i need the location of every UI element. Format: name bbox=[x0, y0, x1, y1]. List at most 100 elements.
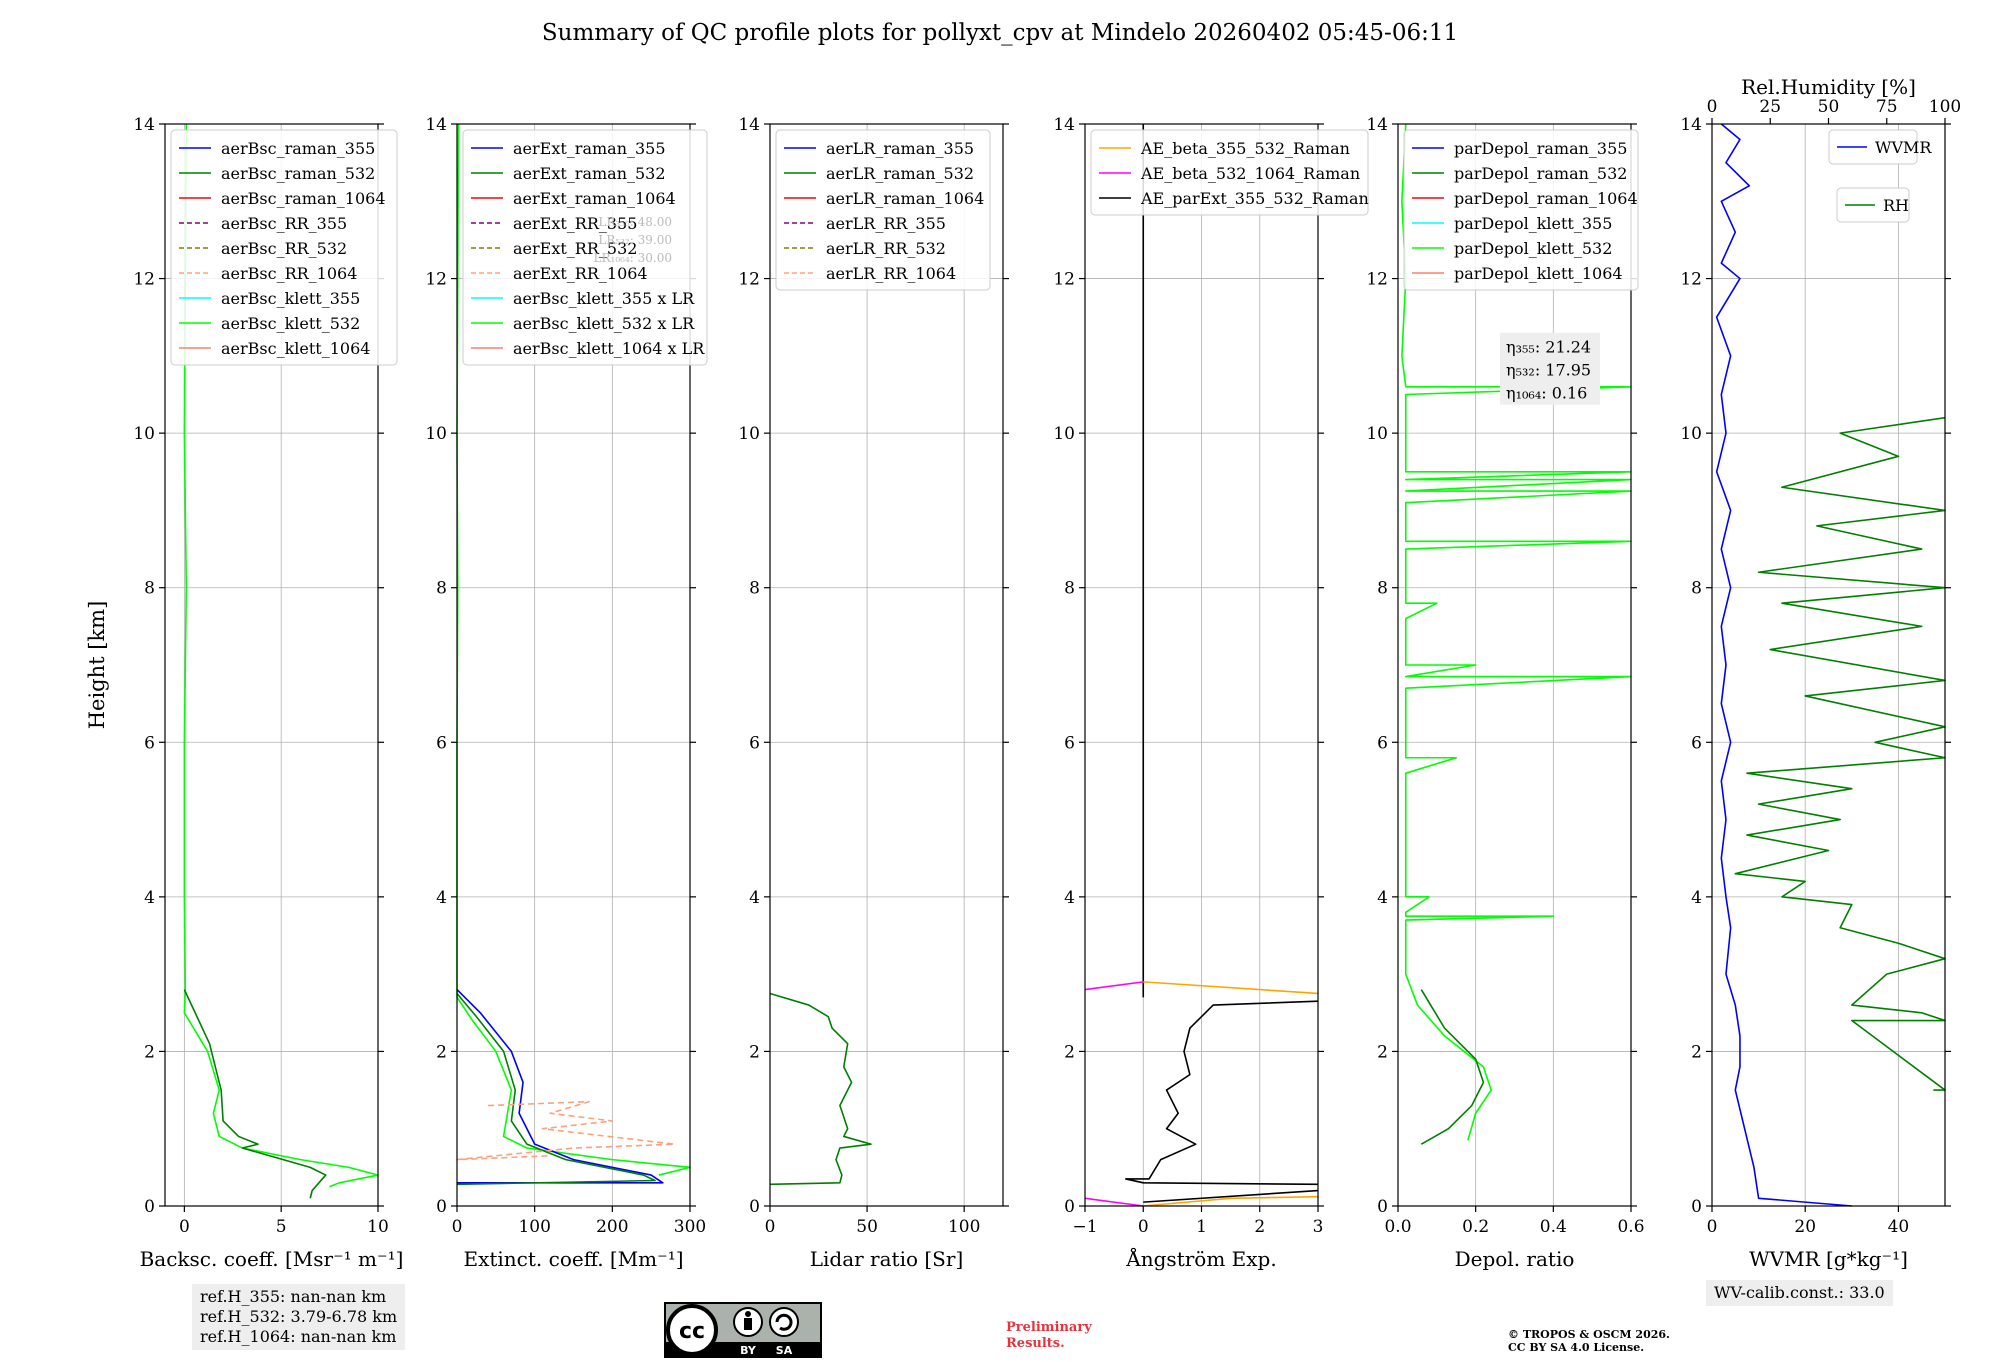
eta-value: η₁₀₆₄: 0.16 bbox=[1506, 384, 1587, 403]
legend-frame bbox=[1403, 129, 1639, 291]
preliminary-line-2: Results. bbox=[1006, 1336, 1065, 1351]
top-x-tick-label: 75 bbox=[1876, 97, 1898, 117]
series-line bbox=[1084, 981, 1144, 991]
legend-entry: parDepol_raman_1064 bbox=[1454, 189, 1638, 208]
panel-p2: 0 2 4 6 8 10 12 14 0 100 200 300 Extinct. coeff. [Mm… bbox=[425, 115, 708, 1271]
preliminary-note: Preliminary Results. bbox=[1006, 1320, 1092, 1352]
lidar-ratio-annotation: LR₃₅₅: 48.00 bbox=[598, 215, 672, 229]
y-tick-label: 8 bbox=[1064, 579, 1075, 599]
y-tick-label: 12 bbox=[425, 270, 447, 290]
legend-entry: parDepol_raman_355 bbox=[1454, 139, 1627, 158]
legend-frame bbox=[170, 129, 398, 366]
y-tick-label: 2 bbox=[436, 1042, 447, 1062]
copyright-note: © TROPOS & OSCM 2026. CC BY SA 4.0 Licen… bbox=[1508, 1328, 1670, 1354]
legend-box: aerExt_raman_355 aerExt_raman_532 aerExt_r… bbox=[462, 129, 708, 366]
series-line bbox=[183, 123, 379, 1188]
ref-height-box: ref.H_355: nan-nan km ref.H_532: 3.79-6.… bbox=[192, 1284, 406, 1350]
x-tick-label: −1 bbox=[1072, 1217, 1097, 1237]
x-tick-label: 300 bbox=[674, 1217, 706, 1237]
y-tick-label: 14 bbox=[133, 115, 155, 135]
legend-frame bbox=[1090, 129, 1369, 216]
series-line bbox=[1143, 1189, 1319, 1203]
x-tick-label: 100 bbox=[518, 1217, 550, 1237]
y-tick-label: 4 bbox=[1064, 888, 1075, 908]
legend-entry: aerBsc_klett_1064 bbox=[221, 339, 370, 358]
y-tick-label: 0 bbox=[144, 1197, 155, 1217]
legend-entry: aerLR_raman_532 bbox=[826, 164, 974, 183]
series-line bbox=[1401, 123, 1632, 1141]
y-tick-label: 4 bbox=[436, 888, 447, 908]
preliminary-line-1: Preliminary bbox=[1006, 1320, 1092, 1335]
x-axis-label: Backsc. coeff. [Msr⁻¹ m⁻¹] bbox=[140, 1247, 404, 1271]
series-line bbox=[1143, 1195, 1319, 1207]
x-tick-label: 5 bbox=[276, 1217, 287, 1237]
series-line bbox=[456, 1100, 676, 1161]
x-axis-label: Depol. ratio bbox=[1455, 1247, 1575, 1271]
y-tick-label: 10 bbox=[1366, 424, 1388, 444]
y-axis-label: Height [km] bbox=[85, 601, 109, 730]
y-tick-label: 0 bbox=[436, 1197, 447, 1217]
x-axis-label: Extinct. coeff. [Mm⁻¹] bbox=[463, 1247, 683, 1271]
eta-value: η₅₃₂: 17.95 bbox=[1506, 361, 1591, 380]
y-tick-label: 8 bbox=[144, 579, 155, 599]
x-tick-label: 0 bbox=[1138, 1217, 1149, 1237]
y-tick-label: 2 bbox=[144, 1042, 155, 1062]
legend-entry: parDepol_klett_355 bbox=[1454, 214, 1612, 233]
y-tick-label: 10 bbox=[133, 424, 155, 444]
y-tick-label: 14 bbox=[1680, 115, 1702, 135]
axes-frame bbox=[1397, 123, 1632, 1207]
y-tick-label: 12 bbox=[1053, 270, 1075, 290]
x-axis-label: Ångström Exp. bbox=[1125, 1246, 1276, 1271]
y-tick-label: 6 bbox=[1064, 733, 1075, 753]
y-tick-label: 8 bbox=[749, 579, 760, 599]
series-line bbox=[1715, 123, 1852, 1207]
panel-p5: 0 2 4 6 8 10 12 14 0.0 0.2 0.4 0.6 Depol. ratio parDe… bbox=[1366, 115, 1644, 1271]
y-tick-label: 2 bbox=[1691, 1042, 1702, 1062]
eta-box-bg bbox=[1500, 332, 1600, 405]
y-tick-label: 14 bbox=[1366, 115, 1388, 135]
axes-frame bbox=[769, 123, 1004, 1207]
legend-entry: aerBsc_klett_1064 x LR bbox=[513, 339, 705, 358]
series-line bbox=[1734, 416, 1946, 1091]
x-tick-label: 3 bbox=[1313, 1217, 1324, 1237]
lidar-ratio-annotation: LR₅₃₂: 39.00 bbox=[598, 233, 672, 247]
top-axis-label: Rel.Humidity [%] bbox=[1741, 75, 1916, 99]
x-tick-label: 1 bbox=[1196, 1217, 1207, 1237]
legend-entry: aerExt_raman_532 bbox=[513, 164, 666, 183]
y-tick-label: 12 bbox=[1366, 270, 1388, 290]
top-x-tick-label: 50 bbox=[1818, 97, 1840, 117]
x-tick-label: 100 bbox=[948, 1217, 980, 1237]
x-tick-label: 20 bbox=[1794, 1217, 1816, 1237]
y-tick-label: 12 bbox=[1680, 270, 1702, 290]
x-tick-label: 0.6 bbox=[1617, 1217, 1644, 1237]
y-tick-label: 12 bbox=[738, 270, 760, 290]
legend-entry: parDepol_raman_532 bbox=[1454, 164, 1627, 183]
y-tick-label: 4 bbox=[1691, 888, 1702, 908]
x-tick-label: 0.2 bbox=[1462, 1217, 1489, 1237]
y-tick-label: 2 bbox=[1064, 1042, 1075, 1062]
legend-entry: AE_beta_355_532_Raman bbox=[1140, 139, 1350, 158]
legend-entry: aerExt_raman_1064 bbox=[513, 189, 676, 208]
series-line bbox=[1084, 1197, 1144, 1207]
legend-entry: aerBsc_klett_532 bbox=[221, 314, 360, 333]
y-tick-label: 12 bbox=[133, 270, 155, 290]
legend-box: AE_beta_355_532_Raman AE_beta_532_1064_Ra… bbox=[1090, 129, 1369, 216]
x-tick-label: 0.4 bbox=[1540, 1217, 1567, 1237]
y-tick-label: 4 bbox=[144, 888, 155, 908]
y-tick-label: 10 bbox=[1680, 424, 1702, 444]
y-tick-label: 6 bbox=[749, 733, 760, 753]
cc-by-label: BY bbox=[740, 1344, 757, 1357]
legend-entry: AE_beta_532_1064_Raman bbox=[1140, 164, 1360, 183]
legend-box: aerLR_raman_355 aerLR_raman_532 aerLR_rama… bbox=[775, 129, 991, 291]
legend-frame bbox=[1828, 129, 1918, 165]
y-tick-label: 0 bbox=[1377, 1197, 1388, 1217]
legend-entry: aerBsc_raman_532 bbox=[221, 164, 375, 183]
y-tick-label: 14 bbox=[1053, 115, 1075, 135]
y-tick-label: 2 bbox=[749, 1042, 760, 1062]
x-tick-label: 0 bbox=[452, 1217, 463, 1237]
y-tick-label: 6 bbox=[144, 733, 155, 753]
series-line bbox=[1420, 989, 1485, 1145]
y-tick-label: 8 bbox=[1377, 579, 1388, 599]
